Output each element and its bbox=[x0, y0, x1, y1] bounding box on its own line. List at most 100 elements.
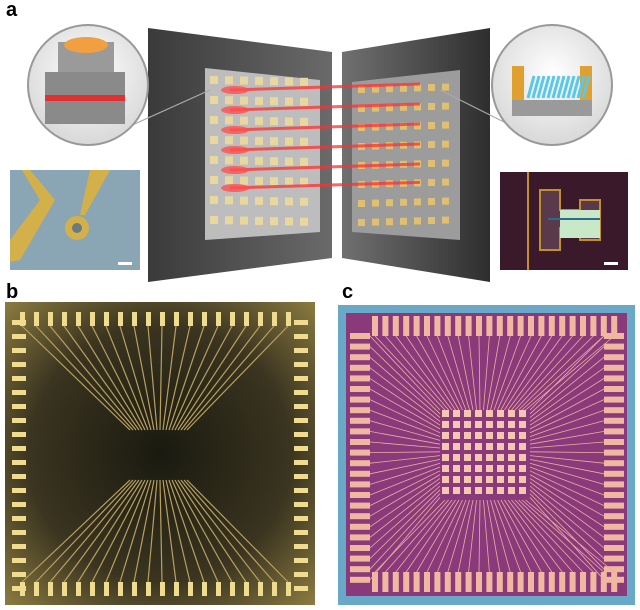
decor bbox=[569, 572, 576, 592]
decor bbox=[604, 502, 624, 509]
decor bbox=[504, 499, 553, 573]
decor bbox=[202, 312, 207, 326]
decor bbox=[358, 124, 365, 131]
decor bbox=[497, 421, 504, 428]
decor bbox=[529, 493, 605, 570]
decor bbox=[464, 443, 471, 450]
decor bbox=[453, 443, 460, 450]
decor bbox=[294, 446, 308, 451]
decor bbox=[400, 198, 407, 206]
decor bbox=[464, 454, 471, 461]
decor bbox=[358, 219, 365, 226]
decor bbox=[442, 487, 449, 494]
decor bbox=[529, 367, 605, 422]
decor bbox=[561, 75, 571, 99]
decor bbox=[240, 216, 248, 225]
decor bbox=[221, 126, 249, 134]
decor bbox=[507, 572, 514, 592]
decor bbox=[294, 460, 308, 465]
decor bbox=[604, 343, 624, 350]
decor bbox=[497, 465, 504, 472]
decor bbox=[604, 417, 624, 424]
panel-c: c bbox=[338, 281, 635, 605]
decor bbox=[369, 409, 441, 437]
decor bbox=[132, 312, 137, 326]
decor bbox=[476, 316, 482, 336]
decor bbox=[12, 390, 26, 395]
decor bbox=[240, 76, 248, 85]
decor bbox=[210, 136, 218, 144]
decor bbox=[62, 582, 67, 596]
decor bbox=[171, 479, 219, 583]
decor bbox=[569, 316, 576, 336]
decor bbox=[437, 335, 467, 411]
decor bbox=[529, 478, 605, 528]
decor bbox=[12, 348, 26, 353]
decor bbox=[428, 160, 435, 167]
decor bbox=[77, 479, 143, 583]
decor bbox=[519, 432, 526, 439]
decor bbox=[453, 410, 460, 417]
decor bbox=[566, 75, 576, 99]
decor bbox=[372, 104, 379, 112]
decor bbox=[529, 420, 605, 441]
decor bbox=[497, 443, 504, 450]
decor bbox=[442, 421, 449, 428]
panel-label: a bbox=[6, 0, 18, 21]
decor bbox=[508, 487, 515, 494]
decor bbox=[475, 443, 482, 450]
decor bbox=[12, 446, 26, 451]
decor bbox=[350, 460, 370, 467]
decor bbox=[210, 156, 218, 164]
decor bbox=[369, 431, 441, 445]
decor bbox=[428, 122, 435, 129]
decor bbox=[350, 439, 370, 445]
decor bbox=[174, 312, 179, 326]
decor bbox=[369, 459, 441, 475]
decor bbox=[442, 465, 449, 472]
decor bbox=[453, 421, 460, 428]
decor bbox=[497, 476, 504, 483]
decor bbox=[416, 499, 460, 573]
decor bbox=[490, 335, 511, 411]
decor bbox=[91, 479, 146, 583]
decor bbox=[270, 197, 278, 206]
decor bbox=[369, 481, 441, 538]
decor bbox=[255, 96, 263, 105]
decor bbox=[12, 474, 26, 479]
decor bbox=[486, 454, 493, 461]
decor bbox=[132, 582, 137, 596]
decor bbox=[216, 312, 221, 326]
decor bbox=[447, 335, 470, 411]
decor bbox=[12, 558, 26, 563]
decor bbox=[133, 325, 155, 431]
decor bbox=[604, 449, 624, 456]
decor bbox=[229, 162, 421, 172]
decor bbox=[392, 572, 399, 592]
decor bbox=[580, 572, 586, 592]
decor bbox=[529, 455, 605, 464]
decor bbox=[270, 217, 278, 226]
decor bbox=[48, 312, 53, 326]
decor bbox=[385, 499, 449, 573]
decor bbox=[202, 582, 207, 596]
decor bbox=[455, 316, 462, 336]
decor bbox=[270, 177, 278, 186]
decor bbox=[500, 335, 542, 411]
decor bbox=[493, 335, 521, 411]
decor bbox=[453, 487, 460, 494]
decor bbox=[350, 534, 370, 541]
decor bbox=[369, 378, 441, 426]
decor bbox=[294, 320, 308, 325]
decor bbox=[300, 77, 308, 86]
decor bbox=[521, 499, 605, 573]
decor bbox=[414, 103, 421, 111]
decor bbox=[386, 123, 393, 131]
decor bbox=[76, 312, 81, 326]
decor bbox=[604, 439, 624, 445]
decor bbox=[294, 544, 308, 549]
decor bbox=[272, 312, 277, 326]
decor bbox=[600, 572, 607, 592]
decor bbox=[174, 479, 233, 583]
decor bbox=[119, 479, 152, 583]
